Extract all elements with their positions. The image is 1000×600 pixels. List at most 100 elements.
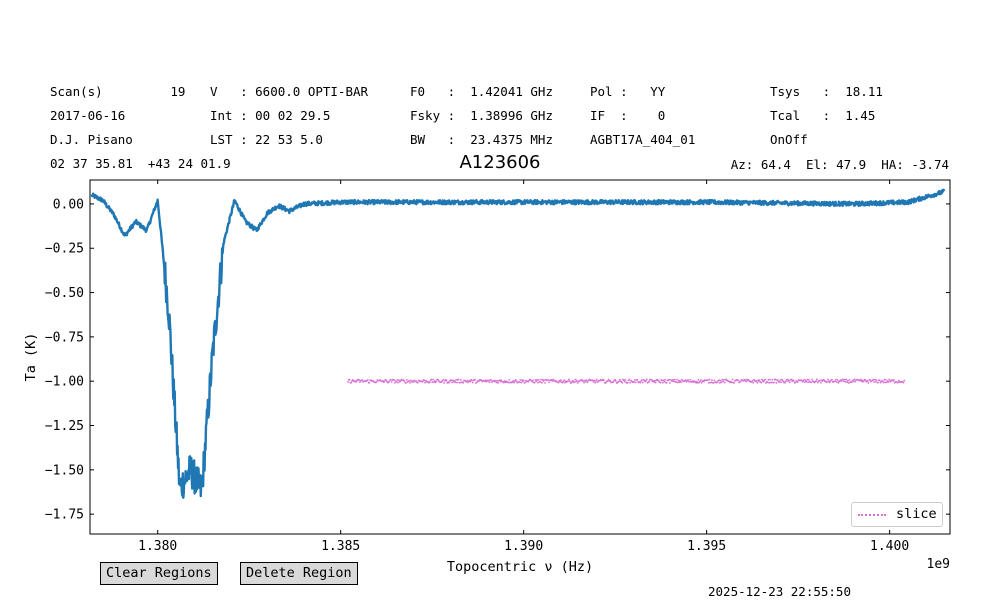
data-point (902, 381, 905, 384)
data-point (507, 381, 510, 384)
data-point (707, 379, 709, 382)
data-point (786, 378, 789, 381)
data-point (435, 380, 438, 383)
header-azel: Az: 64.4 El: 47.9 HA: -3.74 (730, 157, 949, 172)
data-point (408, 380, 411, 382)
data-point (866, 380, 869, 383)
data-point (548, 381, 550, 384)
data-point (602, 379, 605, 382)
x-tick-label: 1.385 (321, 539, 360, 554)
data-point (618, 380, 620, 383)
data-point (737, 379, 740, 382)
data-point (454, 381, 457, 384)
data-point (409, 382, 411, 384)
data-point (842, 378, 844, 381)
data-point (431, 381, 434, 383)
data-point (584, 380, 587, 383)
data-point (844, 381, 847, 383)
data-point (850, 381, 853, 384)
data-point (761, 378, 763, 381)
data-point (399, 380, 402, 383)
y-tick-label: −1.25 (45, 419, 84, 434)
data-point (495, 381, 498, 384)
data-point (668, 378, 670, 381)
data-point (614, 380, 617, 382)
data-point (633, 379, 636, 381)
data-point (788, 381, 791, 384)
data-point (358, 379, 361, 381)
data-point (531, 380, 534, 383)
data-point (462, 381, 465, 384)
data-point (583, 381, 585, 384)
data-point (756, 381, 759, 384)
data-point (828, 381, 831, 384)
data-point (777, 379, 779, 381)
data-point (540, 381, 543, 384)
data-point (522, 379, 525, 382)
data-point (774, 378, 777, 381)
data-point (653, 379, 656, 382)
data-point (663, 380, 666, 383)
data-point (672, 378, 674, 381)
data-point (846, 379, 849, 382)
data-point (707, 381, 710, 384)
header-date: 2017-06-16 (50, 108, 126, 123)
data-point (769, 378, 771, 381)
data-point (885, 381, 888, 384)
data-point (831, 378, 833, 381)
data-point (859, 378, 862, 381)
data-point (428, 381, 431, 384)
data-point (513, 381, 515, 384)
timestamp: 2025-12-23 22:55:50 (708, 584, 851, 599)
data-point (811, 378, 813, 381)
data-point (668, 382, 671, 384)
data-point (760, 381, 763, 384)
data-point (766, 381, 769, 384)
data-point (834, 380, 837, 383)
data-point (688, 380, 691, 383)
delete-region-button[interactable]: Delete Region (240, 562, 358, 585)
data-point (520, 381, 523, 384)
data-point (533, 381, 536, 384)
data-point (718, 381, 721, 384)
header-if: IF : 0 (590, 108, 666, 123)
y-axis-label: Ta (K) (23, 333, 39, 382)
data-point (368, 381, 371, 384)
data-point (887, 381, 890, 383)
data-point (459, 379, 462, 381)
data-point (347, 381, 349, 383)
data-point (636, 378, 639, 381)
data-point (585, 379, 588, 381)
data-point (719, 379, 722, 382)
data-point (563, 379, 566, 382)
data-point (826, 381, 829, 383)
data-point (612, 381, 615, 383)
data-point (574, 378, 577, 381)
data-point (861, 379, 864, 382)
header-fsky: Fsky : 1.38996 GHz (410, 108, 553, 123)
header-bw: BW : 23.4375 MHz (410, 132, 553, 147)
header-velocity: V : 6600.0 OPTI-BAR (210, 84, 369, 99)
x-offset-label: 1e9 (927, 557, 950, 572)
data-point (609, 379, 612, 382)
y-tick-label: 0.00 (53, 197, 84, 212)
data-point (430, 378, 433, 381)
data-point (845, 378, 848, 381)
data-point (696, 381, 699, 384)
data-point (494, 379, 497, 382)
clear-regions-button[interactable]: Clear Regions (100, 562, 218, 585)
y-tick-label: −0.25 (45, 242, 84, 257)
x-tick-label: 1.380 (138, 539, 177, 554)
data-point (537, 381, 539, 384)
data-point (803, 378, 806, 381)
data-point (487, 379, 490, 382)
data-point (770, 381, 773, 384)
data-point (366, 379, 369, 381)
header-tcal: Tcal : 1.45 (770, 108, 876, 123)
data-point (806, 378, 809, 381)
data-point (559, 380, 562, 383)
data-point (622, 379, 625, 381)
data-point (503, 380, 506, 382)
data-point (543, 379, 546, 382)
